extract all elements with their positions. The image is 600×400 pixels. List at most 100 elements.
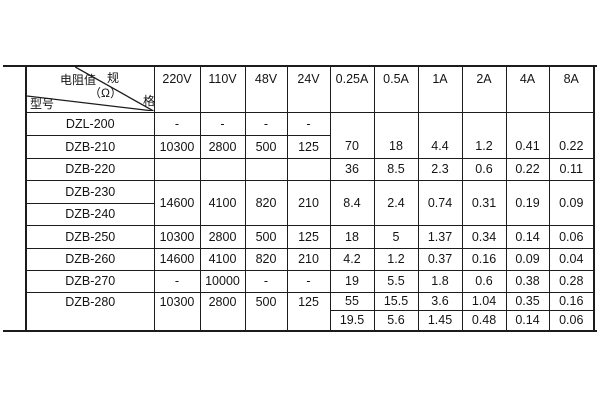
value-cell: 2800 (199, 134, 246, 159)
value-cell: 0.28 (548, 269, 595, 293)
value-cell: 820 (244, 179, 288, 226)
diagonal-lines (27, 67, 153, 111)
value-cell: 8.5 (373, 157, 419, 181)
value-cell: 2800 (199, 291, 246, 332)
value-cell: 4.4 (417, 111, 463, 159)
value-cell: 125 (286, 291, 331, 332)
value-cell: 19 (329, 269, 375, 293)
value-cell: 8.4 (329, 179, 375, 226)
value-cell: 2.3 (417, 157, 463, 181)
value-cell: - (244, 111, 288, 136)
value-cell: 70 (329, 111, 375, 159)
table-row: DZB-210 10300 2800 500 125 (25, 134, 594, 159)
value-cell: 4100 (199, 179, 246, 226)
value-cell: 0.09 (505, 247, 550, 271)
value-cell: 5.6 (373, 309, 419, 332)
value-cell: 5 (373, 224, 419, 249)
value-cell: 14600 (153, 247, 201, 271)
value-cell (244, 157, 288, 181)
model-cell: DZB-260 (25, 247, 155, 271)
value-cell: 1.37 (417, 224, 463, 249)
value-cell (153, 157, 201, 181)
value-cell: - (199, 111, 246, 136)
table-row: DZL-200 - - - - 70 18 4.4 1.2 0.41 0.22 (25, 111, 595, 159)
value-cell: 500 (244, 291, 288, 332)
value-cell: 10300 (153, 291, 201, 332)
header-row: 规 格 电阻值 （Ω） 型号 220V 110V 48V 24V 0.25A 0… (25, 65, 595, 113)
table-row: DZB-270 - 10000 - - 19 5.5 1.8 0.6 0.38 … (25, 269, 595, 293)
value-cell: 210 (286, 247, 331, 271)
model-cell: DZB-280 (25, 291, 155, 332)
value-cell: 0.34 (461, 224, 507, 249)
value-cell: 0.16 (461, 247, 507, 271)
value-cell: 2.4 (373, 179, 419, 226)
value-cell (286, 157, 331, 181)
value-cell: 0.14 (505, 309, 550, 332)
column-header-24v: 24V (286, 65, 331, 113)
diagonal-corner: 规 格 电阻值 （Ω） 型号 (27, 67, 154, 112)
column-header-4a: 4A (505, 65, 550, 113)
corner-resistance-unit: （Ω） (89, 86, 122, 101)
value-cell: 500 (244, 134, 288, 159)
corner-spec-char-bottom: 格 (143, 94, 154, 109)
value-cell: 10000 (199, 269, 246, 293)
value-cell: 0.22 (505, 157, 550, 181)
value-cell: - (286, 111, 331, 136)
table-row: DZB-280 10300 2800 500 125 55 15.5 3.6 1… (25, 291, 595, 332)
value-cell: 820 (244, 247, 288, 271)
value-cell: 55 (329, 291, 375, 311)
value-cell: 1.04 (461, 291, 507, 311)
table-row: 19.5 5.6 1.45 0.48 0.14 0.06 (26, 309, 595, 332)
value-cell: 1.2 (373, 247, 419, 271)
value-cell: 18 (373, 111, 419, 159)
value-cell: 0.04 (548, 247, 595, 271)
value-cell: - (286, 269, 331, 293)
value-cell: 0.48 (461, 309, 507, 332)
value-cell: 10300 (153, 224, 201, 249)
column-header-110v: 110V (199, 65, 246, 113)
value-cell: 18 (329, 224, 375, 249)
value-cell: 0.38 (505, 269, 550, 293)
value-cell: 0.06 (548, 224, 595, 249)
value-cell: 10300 (153, 134, 201, 159)
value-cell: 0.09 (548, 179, 595, 226)
column-header-2a: 2A (461, 65, 507, 113)
value-cell: 0.35 (505, 291, 550, 311)
value-cell: 14600 (153, 179, 201, 226)
table-row: DZB-230 14600 4100 820 210 8.4 2.4 0.74 … (25, 179, 595, 226)
corner-model-label: 型号 (30, 97, 55, 112)
model-cell: DZB-220 (25, 157, 155, 181)
value-cell: 1.2 (461, 111, 507, 159)
value-cell: 0.6 (461, 269, 507, 293)
value-cell: 125 (286, 224, 331, 249)
model-cell: DZB-250 (25, 224, 155, 249)
value-cell: 4.2 (329, 247, 375, 271)
model-cell: DZB-270 (25, 269, 155, 293)
value-cell: 0.37 (417, 247, 463, 271)
corner-spec-char-top: 规 (107, 71, 120, 86)
value-cell: - (153, 111, 201, 136)
model-cell: DZB-240 (25, 202, 155, 226)
value-cell: 210 (286, 179, 331, 226)
column-header-220v: 220V (153, 65, 201, 113)
column-header-1a: 1A (417, 65, 463, 113)
value-cell: 0.06 (548, 309, 595, 332)
model-cell: DZL-200 (25, 111, 155, 136)
value-cell: - (244, 269, 288, 293)
value-cell: 15.5 (373, 291, 419, 311)
value-cell: 0.6 (461, 157, 507, 181)
diagonal-corner-cell: 规 格 电阻值 （Ω） 型号 (25, 65, 155, 113)
column-header-0-5a: 0.5A (373, 65, 419, 113)
value-cell: 0.11 (548, 157, 595, 181)
table-row: DZB-250 10300 2800 500 125 18 5 1.37 0.3… (25, 224, 595, 249)
value-cell: 0.22 (548, 111, 595, 159)
value-cell: 0.19 (505, 179, 550, 226)
value-cell: 3.6 (417, 291, 463, 311)
column-header-48v: 48V (244, 65, 288, 113)
column-header-0-25a: 0.25A (329, 65, 375, 113)
value-cell: 0.16 (548, 291, 595, 311)
value-cell: 0.41 (505, 111, 550, 159)
model-cell: DZB-210 (25, 134, 155, 159)
table-row: DZB-260 14600 4100 820 210 4.2 1.2 0.37 … (25, 247, 595, 271)
value-cell: 19.5 (329, 309, 375, 332)
